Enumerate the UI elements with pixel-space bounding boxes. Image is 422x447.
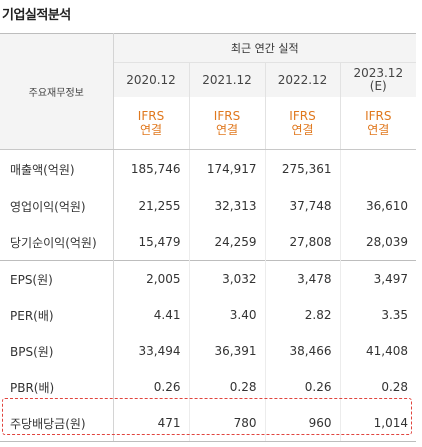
cell-value: 275,361 <box>264 149 340 188</box>
cell-value: 36,610 <box>339 188 417 224</box>
table-row-net-income: 당기순이익(억원) 15,479 24,259 27,808 28,039 <box>0 224 417 261</box>
financial-summary-table: 주요재무정보 최근 연간 실적 2020.12 2021.12 2022.12 … <box>0 33 417 442</box>
row-header-label: 주요재무정보 <box>0 33 114 150</box>
cell-value: 41,408 <box>339 333 417 369</box>
row-label: 당기순이익(억원) <box>0 224 114 261</box>
table-row-revenue: 매출액(억원) 185,746 174,917 275,361 <box>0 149 417 188</box>
cell-value: 37,748 <box>264 188 340 224</box>
cell-value: 4.41 <box>112 297 189 333</box>
standard-2022: IFRS 연결 <box>264 97 340 150</box>
cell-value: 0.28 <box>339 369 417 405</box>
standard-2023e: IFRS 연결 <box>339 97 417 150</box>
period-2023e: 2023.12 (E) <box>339 62 417 97</box>
period-row: 2020.12 2021.12 2022.12 2023.12 (E) <box>0 62 417 97</box>
cell-value: 960 <box>264 405 340 442</box>
cell-value: 3,478 <box>264 260 340 297</box>
period-2021: 2021.12 <box>188 62 265 97</box>
cell-value: 471 <box>112 405 189 442</box>
cell-value: 33,494 <box>112 333 189 369</box>
row-label: PBR(배) <box>0 369 114 405</box>
table-row-bps: BPS(원) 33,494 36,391 38,466 41,408 <box>0 333 417 369</box>
cell-value: 780 <box>188 405 265 442</box>
row-label: BPS(원) <box>0 333 114 369</box>
cell-value: 21,255 <box>112 188 189 224</box>
row-label: EPS(원) <box>0 260 114 297</box>
cell-value: 3,497 <box>339 260 417 297</box>
row-label: 주당배당금(원) <box>0 405 114 442</box>
cell-value: 32,313 <box>188 188 265 224</box>
period-2022: 2022.12 <box>264 62 340 97</box>
period-2020: 2020.12 <box>126 72 176 87</box>
section-title: 기업실적분석 <box>2 8 71 23</box>
cell-value: 3.35 <box>339 297 417 333</box>
row-label: 매출액(억원) <box>0 149 114 188</box>
group-header: 최근 연간 실적 <box>113 33 417 63</box>
cell-value: 174,917 <box>188 149 265 188</box>
table-row-eps: EPS(원) 2,005 3,032 3,478 3,497 <box>0 260 417 297</box>
cell-value: 2.82 <box>264 297 340 333</box>
row-label: 영업이익(억원) <box>0 188 114 224</box>
cell-value: 15,479 <box>112 224 189 261</box>
cell-value: 38,466 <box>264 333 340 369</box>
cell-value: 0.26 <box>264 369 340 405</box>
cell-value: 3,032 <box>188 260 265 297</box>
table-row-per: PER(배) 4.41 3.40 2.82 3.35 <box>0 297 417 333</box>
standard-row: IFRS 연결 IFRS 연결 IFRS 연결 IFRS 연결 <box>0 97 417 150</box>
cell-value: 3.40 <box>188 297 265 333</box>
cell-value: 185,746 <box>112 149 189 188</box>
cell-value: 0.26 <box>112 369 189 405</box>
cell-value: 28,039 <box>339 224 417 261</box>
cell-value <box>339 149 417 188</box>
table-row-pbr: PBR(배) 0.26 0.28 0.26 0.28 <box>0 369 417 405</box>
cell-value: 24,259 <box>188 224 265 261</box>
standard-2021: IFRS 연결 <box>188 97 265 150</box>
table-row-operating-profit: 영업이익(억원) 21,255 32,313 37,748 36,610 <box>0 188 417 224</box>
cell-value: 1,014 <box>339 405 417 442</box>
cell-value: 0.28 <box>188 369 265 405</box>
table-row-dividend: 주당배당금(원) 471 780 960 1,014 <box>0 405 417 442</box>
row-label: PER(배) <box>0 297 114 333</box>
cell-value: 27,808 <box>264 224 340 261</box>
standard-2020: IFRS 연결 <box>112 97 189 150</box>
cell-value: 2,005 <box>112 260 189 297</box>
cell-value: 36,391 <box>188 333 265 369</box>
dividend-highlight-box <box>2 398 412 435</box>
